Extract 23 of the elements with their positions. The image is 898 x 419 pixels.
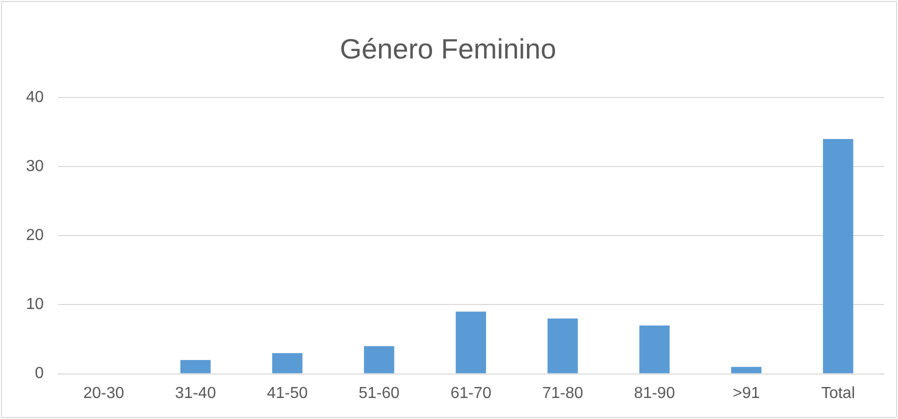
- x-tick-label: 61-70: [450, 384, 492, 402]
- x-tick-label: 51-60: [358, 384, 400, 402]
- x-tick-label: Total: [821, 384, 855, 402]
- bar: [180, 360, 211, 374]
- x-tick-label: 41-50: [266, 384, 308, 402]
- y-tick-label: 20: [26, 227, 44, 244]
- bar: [731, 366, 762, 374]
- bar: [822, 139, 854, 374]
- chart-title: Género Feminino: [340, 34, 556, 65]
- x-tick-label: >91: [732, 384, 760, 402]
- x-tick-label: 71-80: [542, 384, 584, 402]
- x-tick-label: 20-30: [83, 384, 124, 402]
- bar: [548, 318, 578, 374]
- y-tick-label: 40: [26, 89, 44, 106]
- bar: [456, 312, 486, 374]
- x-tick-label: 31-40: [175, 384, 216, 402]
- y-tick-label: 0: [34, 365, 44, 382]
- y-tick-label: 30: [26, 158, 44, 176]
- bar: [272, 353, 302, 374]
- x-tick-label: 81-90: [634, 384, 676, 402]
- bar: [364, 346, 394, 374]
- y-tick-label: 10: [26, 296, 44, 314]
- bar: [639, 325, 670, 374]
